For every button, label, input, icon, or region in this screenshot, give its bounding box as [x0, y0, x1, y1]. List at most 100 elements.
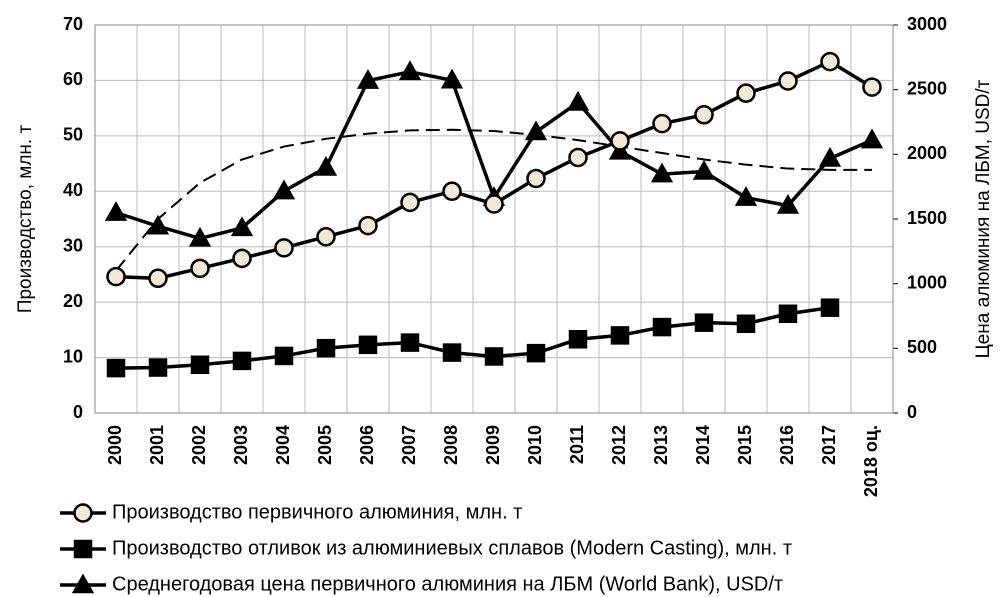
marker	[568, 330, 588, 349]
x-tick-label: 2011	[567, 425, 587, 464]
marker	[272, 179, 296, 200]
marker	[358, 215, 378, 236]
x-tick-label: 2007	[399, 425, 419, 465]
marker	[484, 347, 504, 366]
x-tick-label: 2004	[273, 425, 293, 465]
y2-tick-label: 2000	[907, 143, 947, 163]
y-tick-label: 50	[63, 125, 83, 145]
marker	[736, 83, 756, 103]
marker	[356, 69, 380, 89]
marker	[818, 146, 842, 167]
marker	[106, 266, 126, 287]
x-tick-label: 2016	[777, 425, 797, 465]
marker	[146, 214, 170, 235]
marker	[524, 120, 548, 141]
marker	[314, 155, 338, 176]
marker	[188, 226, 212, 247]
x-tick-label: 2002	[189, 425, 209, 465]
marker	[610, 131, 630, 151]
x-tick-label: 2013	[651, 425, 671, 465]
marker	[860, 128, 884, 149]
x-tick-label: 2009	[483, 425, 503, 465]
marker	[526, 168, 546, 189]
marker	[442, 343, 462, 362]
marker	[148, 358, 168, 377]
y2-tick-label: 500	[907, 337, 937, 357]
marker	[820, 298, 840, 317]
y-tick-label: 20	[63, 291, 83, 311]
x-tick-label: 2010	[525, 425, 545, 465]
marker	[820, 51, 840, 72]
y-tick-label: 40	[63, 180, 83, 200]
marker	[736, 314, 756, 334]
marker	[694, 105, 714, 125]
plot-frame	[94, 24, 894, 414]
y-axis-label: Производство, млн. т	[15, 125, 36, 314]
y2-tick-label: 3000	[907, 14, 947, 34]
x-tick-label: 2005	[315, 425, 335, 465]
x-tick-label: 2017	[819, 425, 839, 465]
marker	[484, 194, 504, 214]
legend-label: Производство отливок из алюминиевых спла…	[112, 537, 792, 559]
marker	[232, 351, 252, 371]
marker	[650, 162, 674, 183]
x-tick-label: 2015	[735, 425, 755, 465]
marker	[694, 313, 714, 332]
marker	[274, 346, 294, 366]
y2-tick-label: 1000	[907, 272, 947, 292]
marker	[190, 258, 210, 279]
marker	[316, 226, 336, 247]
x-tick-label: 2003	[231, 425, 251, 465]
x-tick-label: 2008	[441, 425, 461, 465]
marker	[652, 113, 672, 134]
x-tick-label: 2006	[357, 425, 377, 465]
marker	[73, 503, 93, 523]
y-tick-label: 30	[63, 235, 83, 255]
marker	[104, 201, 128, 221]
y2-tick-label: 0	[907, 402, 917, 422]
y-tick-label: 60	[63, 69, 83, 89]
x-tick-label: 2001	[147, 425, 167, 465]
marker	[610, 326, 630, 345]
trend-line	[115, 128, 872, 272]
marker	[734, 186, 758, 206]
marker	[73, 539, 93, 559]
marker	[316, 338, 336, 358]
marker	[106, 358, 126, 378]
marker	[358, 335, 378, 355]
marker	[400, 333, 420, 352]
marker	[398, 60, 422, 81]
marker	[692, 159, 716, 180]
x-tick-label: 2012	[609, 425, 629, 465]
marker	[778, 304, 798, 324]
marker	[148, 268, 168, 289]
y-tick-label: 70	[63, 14, 83, 34]
marker	[232, 248, 252, 269]
y-tick-label: 10	[63, 346, 83, 366]
x-tick-label: 2018 оц.	[861, 425, 881, 497]
marker	[190, 355, 210, 375]
y2-axis-label: Цена алюминия на ЛБМ, USD/т	[973, 79, 994, 358]
marker	[862, 77, 882, 97]
marker	[778, 71, 798, 91]
legend-label: Производство первичного алюминия, млн. т	[112, 501, 522, 523]
x-tick-label: 2014	[693, 425, 713, 465]
y2-tick-label: 1500	[907, 208, 947, 228]
marker	[274, 238, 294, 258]
series-line	[115, 59, 873, 281]
y2-tick-label: 2500	[907, 78, 947, 98]
x-tick-label: 2000	[105, 425, 125, 465]
y-tick-label: 0	[73, 402, 83, 422]
marker	[652, 317, 672, 337]
marker	[442, 181, 462, 202]
marker	[566, 90, 590, 111]
marker	[526, 343, 546, 363]
marker	[440, 68, 464, 89]
marker	[568, 147, 588, 168]
marker	[400, 192, 420, 213]
marker	[776, 193, 800, 214]
marker	[230, 216, 254, 237]
marker	[71, 573, 95, 594]
legend-label: Среднегодовая цена первичного алюминия н…	[112, 573, 783, 595]
